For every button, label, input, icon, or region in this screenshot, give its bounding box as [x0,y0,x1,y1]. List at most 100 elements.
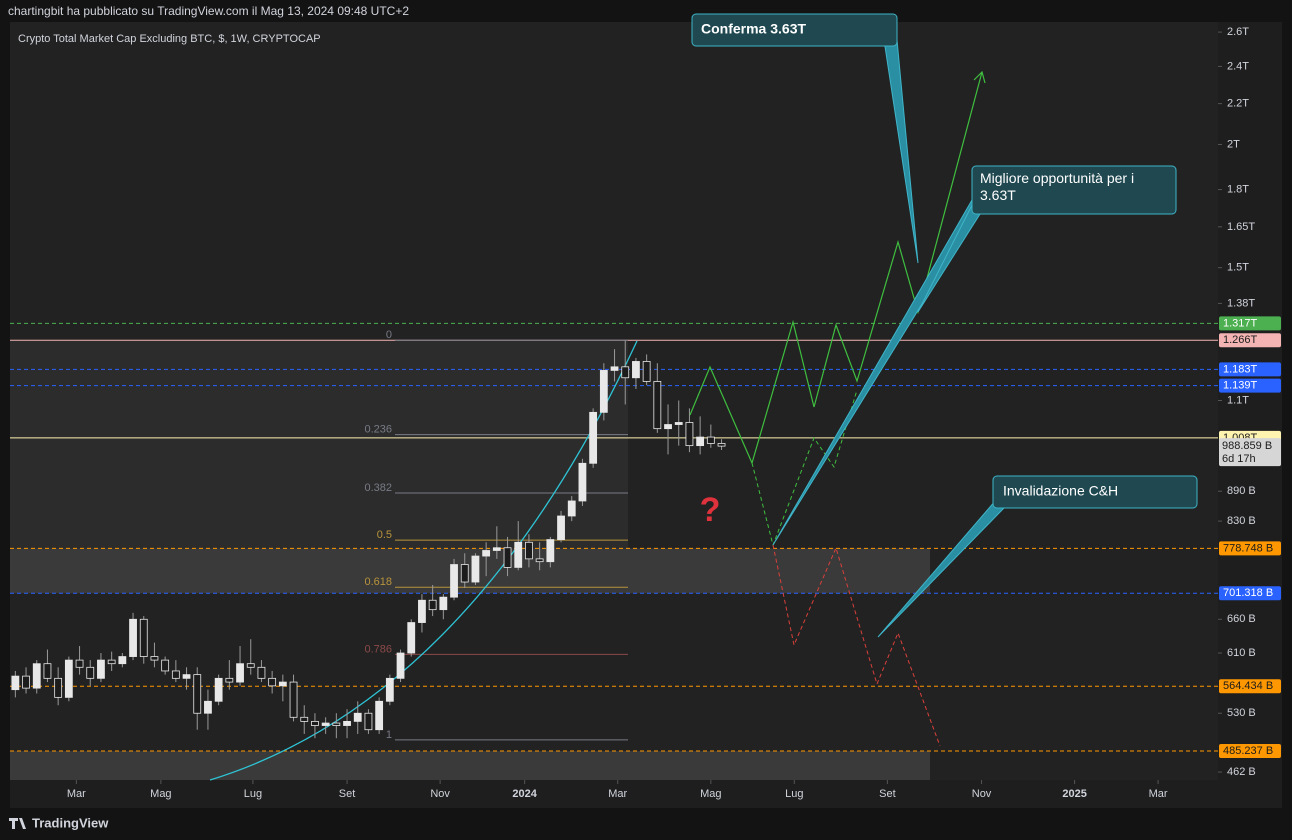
x-tick-label: Lug [785,788,803,800]
callout-text: Conferma 3.63T [701,21,806,37]
x-tick-label: Mag [150,788,171,800]
candle-body [193,674,202,714]
candle-body [599,370,608,413]
candle-body [674,422,683,425]
candle-body [450,564,458,598]
candle-body [706,436,715,444]
x-tick-label: Set [879,788,896,800]
x-tick-label: 2024 [512,788,537,800]
candle-body [567,500,576,517]
callout-text: Migliore opportunità per i 3.63T [980,170,1135,203]
candle-body [503,547,512,568]
arrow-head [973,70,986,84]
candle-body [161,659,170,672]
last-price-label: 988.859 B [1222,440,1272,452]
publisher-line: chartingbit ha pubblicato su TradingView… [8,4,409,18]
candle-body [535,558,544,563]
x-tick-label: Mar [608,788,627,800]
candle-body [514,541,523,568]
candle-body [225,677,234,683]
price-label: 701.318 B [1223,587,1273,599]
y-tick-label: 1.8T [1227,183,1249,195]
price-label: 1.317T [1223,317,1258,329]
price-label-bg [1219,333,1281,348]
zone [10,548,930,594]
candle-body [396,652,405,679]
x-tick-label: Set [339,788,356,800]
candle-body [385,677,394,702]
fib-label: 0 [386,329,392,341]
candle-body [621,366,630,379]
last-price-bg [1219,438,1281,467]
price-label: 1.139T [1223,379,1258,391]
fib-label: 0.5 [377,529,392,541]
logo [9,818,26,829]
price-axis [1218,22,1282,808]
y-tick-label: 2.6T [1227,26,1249,38]
candle-body [439,596,448,611]
candle-body [482,550,491,557]
candle-body [353,712,362,722]
candle-body [546,539,555,563]
candle-body [525,541,533,560]
candle-body [75,659,84,668]
price-label-bg [1219,378,1281,393]
candle-body [364,712,373,731]
question-mark: ? [700,491,721,529]
candle-body [86,666,95,679]
y-tick-label: 1.5T [1227,262,1249,274]
candle-body [343,720,351,726]
y-tick-label: 1.65T [1227,221,1255,233]
candle-body [97,659,105,679]
candle-body [375,700,384,731]
zone [10,340,628,549]
callout-text: Invalidazione C&H [1003,483,1118,499]
candle-body [32,663,41,689]
fib-label: 0.786 [364,643,392,655]
alt-projection [751,389,858,547]
candle-body [129,618,137,657]
candle-body [557,515,565,540]
candle-body [22,675,30,689]
candle-body [311,720,319,726]
price-label-bg [1219,362,1281,377]
y-tick-label: 1.1T [1227,394,1249,406]
candle-body [11,675,20,691]
price-label-bg [1219,541,1281,556]
fib-label: 0.382 [364,482,392,494]
chart-title: Crypto Total Market Cap Excluding BTC, $… [18,33,321,45]
time-axis [10,780,1218,808]
candle-body [139,618,148,657]
y-tick-label: 530 B [1227,707,1256,719]
fib-label: 1 [386,729,392,741]
price-label-bg [1219,744,1281,759]
price-label-bg [1219,679,1281,694]
candle-body [54,677,63,698]
candle-body [257,666,266,679]
candle-body [289,681,298,718]
candle-body [471,555,480,583]
callout-box [992,475,1198,509]
brand: TradingView [32,815,109,830]
candle-body [492,547,501,551]
candle-body [107,659,116,665]
fib-label: 0.236 [364,424,392,436]
x-tick-label: Mag [700,788,721,800]
callout-wrap: Migliore opportunità per i 3.63T [980,170,1135,203]
footer [0,808,1292,840]
fib-label: 0.618 [364,576,392,588]
candle-body [642,361,651,382]
y-tick-label: 2.4T [1227,60,1249,72]
candle-body [236,663,244,683]
candle-body [332,722,341,726]
candle-body [64,659,73,698]
cup-curve [209,340,638,781]
candle-body [696,436,705,447]
x-tick-label: Lug [244,788,262,800]
candle-body [43,663,52,679]
y-tick-label: 462 B [1227,766,1256,778]
candle-body [407,622,416,654]
price-label: 778.748 B [1223,542,1273,554]
candle-body [578,462,587,502]
